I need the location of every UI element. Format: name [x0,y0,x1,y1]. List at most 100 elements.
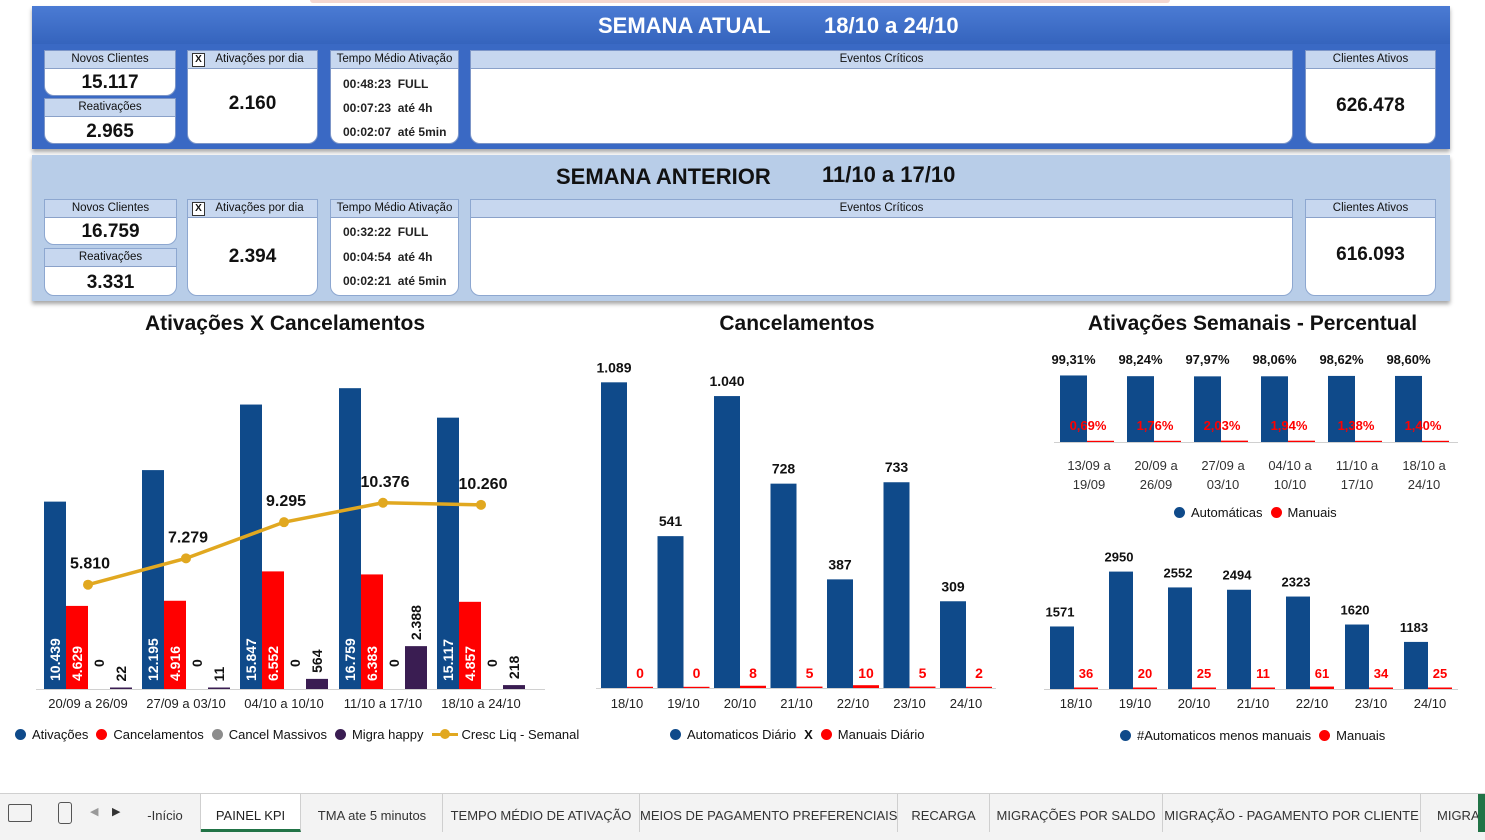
bar-manuais [740,686,766,688]
bar-manuais [1422,441,1449,442]
cresc-liq-label: 5.810 [70,556,110,573]
mobile-view-icon[interactable] [58,802,72,824]
label-auto-menos-manuais: 2950 [1105,550,1134,565]
scroll-left-icon[interactable]: ◀ [90,805,98,818]
tab-recarga[interactable]: RECARGA [898,794,990,832]
tab-meios-pagamento[interactable]: MEIOS DE PAGAMENTO PREFERENCIAIS- [640,794,898,832]
tab-tempo-medio[interactable]: TEMPO MÉDIO DE ATIVAÇÃO [443,794,640,832]
bar-migra-happy [306,679,328,689]
label-cancelamentos: 4.916 [167,646,183,681]
scroll-right-icon[interactable]: ▶ [112,805,120,818]
legend-dot-manuais-pct [1271,507,1282,518]
bar-automaticos [714,396,740,688]
bar-manuais [1133,688,1157,690]
bar-manuais [627,687,653,688]
category-label-bottom: 24/10 [1408,477,1441,492]
label-ativacoes: 15.847 [243,638,259,681]
tab-tma-5min[interactable]: TMA ate 5 minutos [302,794,443,832]
label-auto-menos-manuais: 1571 [1046,604,1075,619]
label-auto-menos-manuais: 2552 [1164,565,1193,580]
legend-cancelamentos: Cancelamentos [113,727,203,742]
bar-automaticos [771,484,797,688]
label-cancel-massivos: 0 [189,659,205,667]
label-manuais: 1,94% [1271,418,1308,433]
category-label-top: 27/09 a [1201,458,1245,473]
legend-dot-manuais-4 [1319,730,1330,741]
legend-manuais: Manuais Diário [838,727,925,742]
bar-manuais [1154,441,1181,442]
label-ativacoes: 12.195 [145,638,161,681]
label-manuais: 1,38% [1338,418,1375,433]
category-label: 24/10 [950,696,983,711]
category-label: 20/10 [724,696,757,711]
category-label: 23/10 [893,696,926,711]
label-manuais: 2 [975,665,983,681]
label-ativacoes: 16.759 [342,638,358,681]
label-manuais: 0 [693,665,701,681]
category-label: 18/10 [611,696,644,711]
label-manuais: 34 [1374,666,1389,681]
bar-manuais [1428,688,1452,690]
legend-dot-cancel-massivos [212,729,223,740]
legend-auto-menos-manuais: #Automaticos menos manuais [1137,728,1311,743]
category-label-top: 18/10 a [1402,458,1446,473]
bar-manuais [797,687,823,688]
label-manuais: 25 [1197,666,1211,681]
bar-migra-happy [503,685,525,689]
label-manuais: 10 [858,665,874,681]
category-label: 18/10 [1060,696,1093,711]
label-automaticos: 1.089 [596,359,631,375]
legend-automaticas: Automáticas [1191,505,1263,520]
chart1-legend: Ativações Cancelamentos Cancel Massivos … [15,727,579,742]
category-label: 24/10 [1414,696,1447,711]
bar-manuais [1192,688,1216,690]
label-automaticos: 387 [828,556,852,572]
legend-ativacoes: Ativações [32,727,88,742]
category-label: 23/10 [1355,696,1388,711]
category-label-top: 11/10 a [1336,458,1379,473]
label-automaticos: 1.040 [709,373,744,389]
label-manuais: 1,40% [1405,418,1442,433]
label-automaticas: 98,06% [1252,352,1297,367]
legend-automaticos: Automaticos Diário [687,727,796,742]
category-label-top: 04/10 a [1268,458,1312,473]
tab-migracoes-saldo[interactable]: MIGRAÇÕES POR SALDO [990,794,1163,832]
legend-dot-manuais [821,729,832,740]
bar-migra-happy [110,688,132,690]
cresc-liq-point [181,553,191,563]
bar-auto-menos-manuais [1050,626,1074,689]
category-label-bottom: 17/10 [1341,477,1374,492]
tab-migra[interactable]: MIGRA [1421,794,1479,832]
bar-manuais [1074,688,1098,690]
bar-manuais [853,685,879,688]
label-cancelamentos: 4.629 [69,646,85,681]
cresc-liq-label: 10.376 [361,474,410,491]
bar-manuais [1288,441,1315,442]
legend-manuais-4: Manuais [1336,728,1385,743]
legend-migra-happy: Migra happy [352,727,424,742]
label-ativacoes: 10.439 [47,638,63,681]
label-migra-happy: 218 [506,656,522,680]
normal-view-icon[interactable] [8,804,32,822]
legend-cresc-liq: Cresc Liq - Semanal [462,727,580,742]
label-automaticos: 728 [772,461,796,477]
cresc-liq-label: 10.260 [459,476,508,493]
tab-migracao-pagamento[interactable]: MIGRAÇÃO - PAGAMENTO POR CLIENTE [1163,794,1421,832]
tab-inicio[interactable]: -Início [130,794,201,832]
label-cancelamentos: 4.857 [462,646,478,681]
bar-auto-menos-manuais [1345,625,1369,689]
label-manuais: 36 [1079,666,1093,681]
label-automaticas: 99,31% [1051,352,1096,367]
label-migra-happy: 11 [211,666,227,681]
label-automaticas: 98,62% [1319,352,1364,367]
bar-automaticos [601,382,627,688]
tab-painel-kpi[interactable]: PAINEL KPI [201,794,301,832]
category-label-bottom: 10/10 [1274,477,1307,492]
cresc-liq-label: 9.295 [266,493,306,510]
label-manuais: 11 [1256,666,1270,681]
label-manuais: 1,76% [1137,418,1174,433]
chart3-legend: Automáticas Manuais [1174,505,1337,520]
cresc-liq-point [279,517,289,527]
category-label: 04/10 a 10/10 [244,696,324,711]
cresc-liq-point [83,580,93,590]
